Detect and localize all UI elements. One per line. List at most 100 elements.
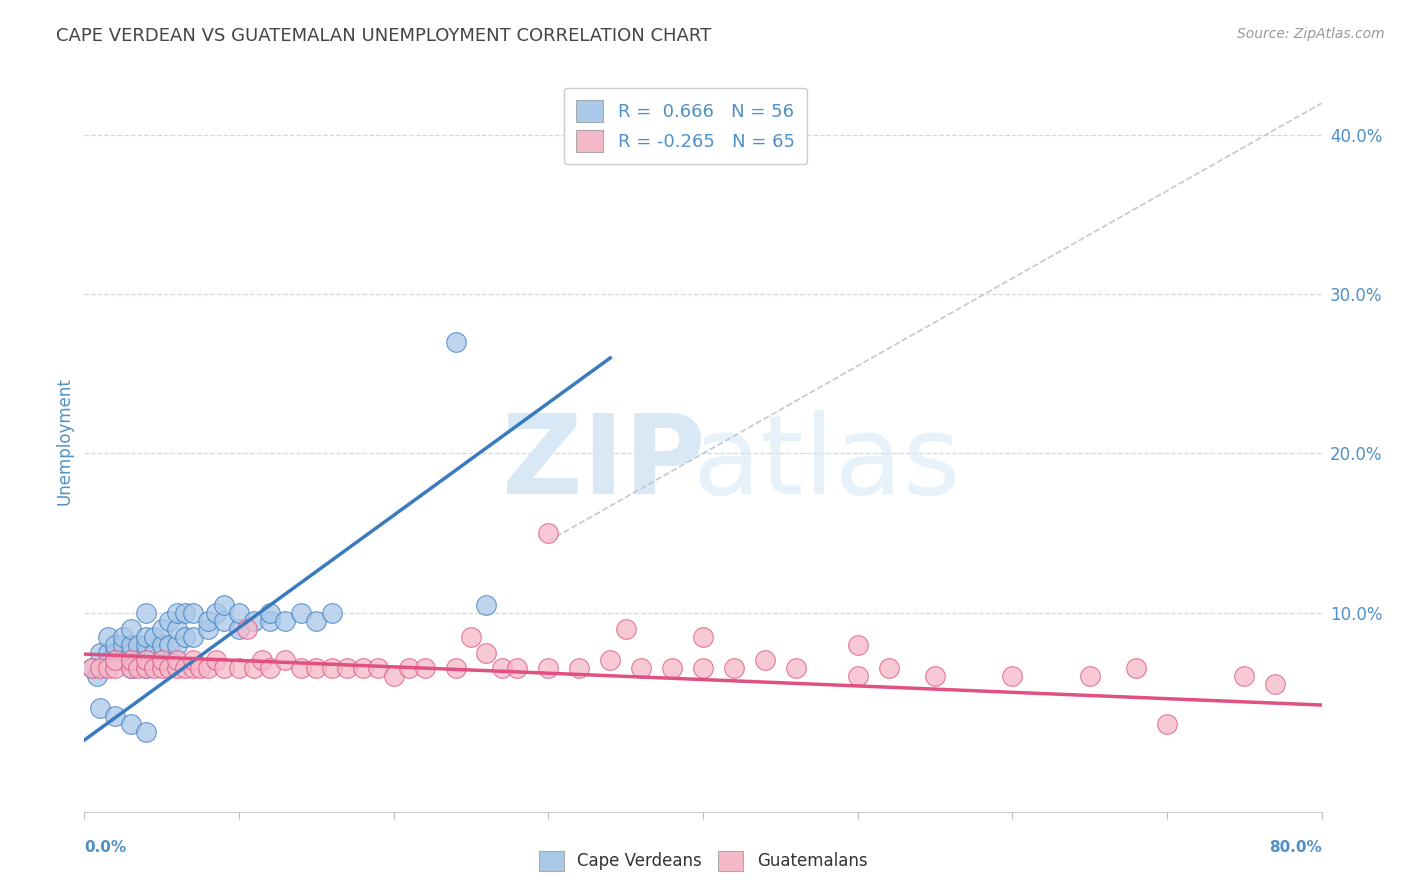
Point	[259, 661, 281, 675]
Text: 0.0%: 0.0%	[84, 840, 127, 855]
Point	[243, 614, 266, 628]
Point	[120, 622, 142, 636]
Point	[166, 661, 188, 675]
Point	[1125, 661, 1147, 675]
Point	[135, 661, 157, 675]
Point	[506, 661, 529, 675]
Point	[228, 622, 250, 636]
Point	[444, 661, 467, 675]
Point	[692, 661, 714, 675]
Point	[143, 646, 166, 660]
Point	[104, 638, 127, 652]
Point	[537, 661, 560, 675]
Point	[120, 661, 142, 675]
Point	[86, 669, 108, 683]
Y-axis label: Unemployment: Unemployment	[55, 377, 73, 506]
Point	[661, 661, 683, 675]
Point	[112, 638, 135, 652]
Point	[96, 661, 118, 675]
Point	[212, 614, 235, 628]
Point	[877, 661, 900, 675]
Point	[104, 661, 127, 675]
Point	[846, 669, 869, 683]
Point	[150, 653, 173, 667]
Point	[243, 661, 266, 675]
Point	[692, 630, 714, 644]
Point	[614, 622, 637, 636]
Point	[166, 653, 188, 667]
Point	[150, 638, 173, 652]
Point	[96, 630, 118, 644]
Point	[112, 630, 135, 644]
Point	[228, 606, 250, 620]
Point	[135, 725, 157, 739]
Point	[89, 701, 111, 715]
Point	[305, 614, 328, 628]
Point	[290, 661, 312, 675]
Point	[259, 614, 281, 628]
Point	[143, 630, 166, 644]
Text: atlas: atlas	[693, 410, 960, 517]
Point	[112, 653, 135, 667]
Point	[150, 622, 173, 636]
Point	[205, 653, 228, 667]
Point	[120, 653, 142, 667]
Point	[89, 646, 111, 660]
Point	[212, 661, 235, 675]
Point	[181, 653, 204, 667]
Point	[104, 653, 127, 667]
Point	[723, 661, 745, 675]
Point	[135, 606, 157, 620]
Text: 80.0%: 80.0%	[1268, 840, 1322, 855]
Point	[382, 669, 405, 683]
Point	[166, 622, 188, 636]
Point	[475, 598, 498, 612]
Point	[491, 661, 513, 675]
Point	[104, 709, 127, 723]
Point	[785, 661, 807, 675]
Point	[127, 653, 149, 667]
Point	[1078, 669, 1101, 683]
Point	[924, 669, 946, 683]
Point	[127, 638, 149, 652]
Point	[181, 630, 204, 644]
Point	[135, 653, 157, 667]
Point	[537, 526, 560, 541]
Point	[398, 661, 420, 675]
Point	[174, 630, 197, 644]
Point	[444, 334, 467, 349]
Point	[1233, 669, 1256, 683]
Point	[120, 717, 142, 731]
Point	[120, 653, 142, 667]
Point	[197, 622, 219, 636]
Point	[174, 661, 197, 675]
Point	[460, 630, 482, 644]
Point	[181, 661, 204, 675]
Point	[290, 606, 312, 620]
Point	[120, 646, 142, 660]
Legend: Cape Verdeans, Guatemalans: Cape Verdeans, Guatemalans	[530, 842, 876, 880]
Point	[150, 653, 173, 667]
Point	[174, 606, 197, 620]
Point	[413, 661, 436, 675]
Point	[197, 614, 219, 628]
Point	[367, 661, 389, 675]
Point	[135, 661, 157, 675]
Point	[166, 606, 188, 620]
Point	[754, 653, 776, 667]
Point	[235, 622, 259, 636]
Point	[181, 606, 204, 620]
Point	[1001, 669, 1024, 683]
Point	[159, 661, 180, 675]
Point	[166, 638, 188, 652]
Point	[321, 661, 343, 675]
Point	[205, 606, 228, 620]
Point	[846, 638, 869, 652]
Point	[599, 653, 621, 667]
Point	[212, 598, 235, 612]
Point	[159, 614, 180, 628]
Point	[352, 661, 374, 675]
Point	[1156, 717, 1178, 731]
Point	[250, 653, 273, 667]
Point	[135, 638, 157, 652]
